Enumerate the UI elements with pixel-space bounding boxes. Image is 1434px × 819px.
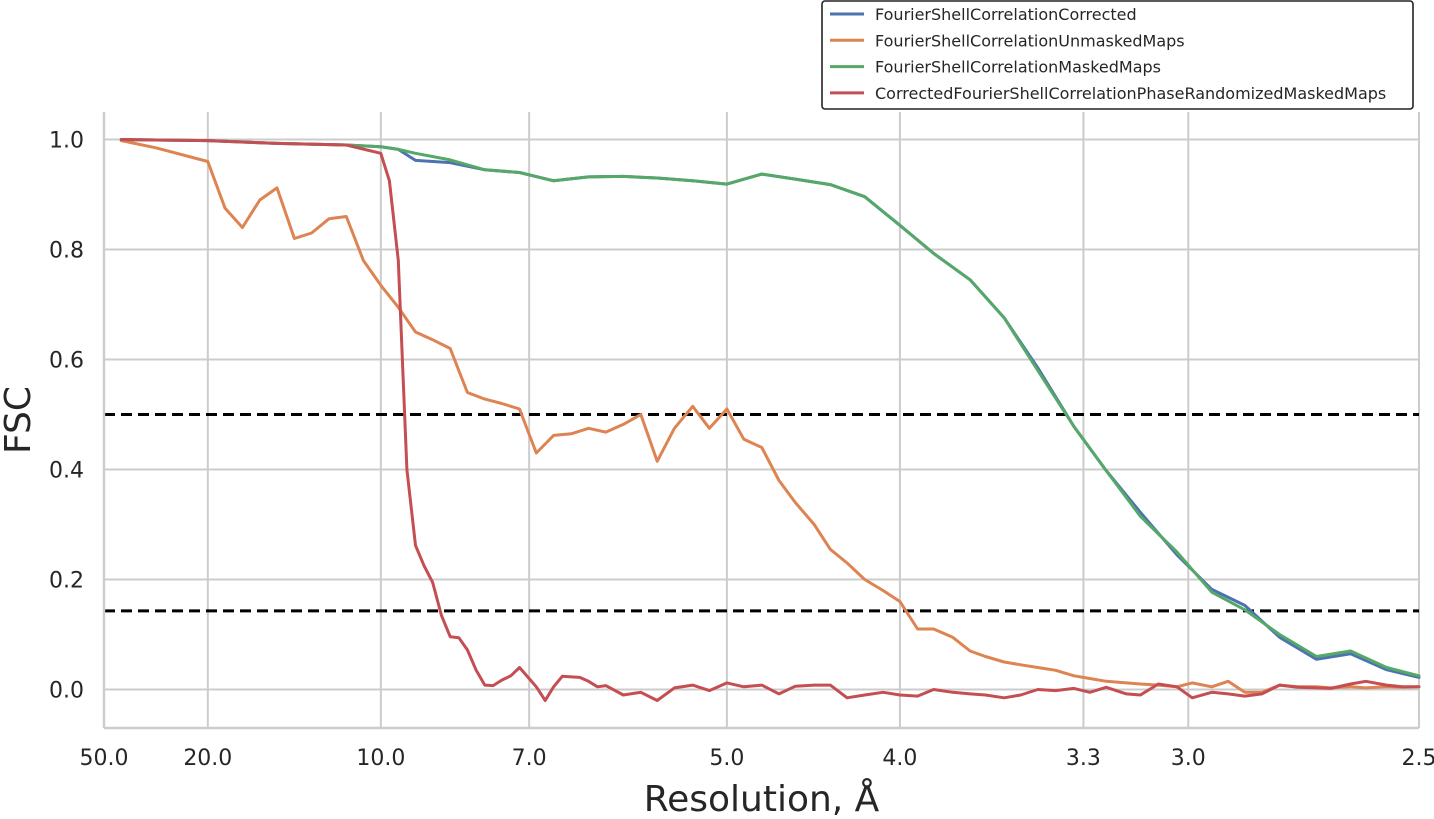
legend-label-2: FourierShellCorrelationMaskedMaps (875, 58, 1161, 77)
legend-label-0: FourierShellCorrelationCorrected (875, 5, 1137, 24)
x-tick-label-0: 50.0 (80, 746, 129, 771)
threshold-lines (104, 413, 1419, 613)
y-tick-label-4: 0.8 (49, 239, 84, 264)
series-line-2 (119, 138, 1421, 678)
legend-label-1: FourierShellCorrelationUnmaskedMaps (875, 31, 1185, 50)
y-tick-label-1: 0.2 (49, 569, 84, 594)
x-axis-title: Resolution, Å (644, 777, 880, 819)
series-line-0 (119, 138, 1421, 679)
grid (103, 112, 1420, 728)
y-tick-label-3: 0.6 (49, 349, 84, 374)
legend-box (821, 0, 1414, 110)
x-tick-label-3: 7.0 (512, 746, 547, 771)
y-tick-label-5: 1.0 (49, 129, 84, 154)
x-tick-label-1: 20.0 (183, 746, 232, 771)
y-axis-title: FSC (0, 386, 39, 454)
legend: FourierShellCorrelationCorrected FourierS… (821, 0, 1414, 110)
x-tick-label-4: 5.0 (709, 746, 744, 771)
y-tick-labels: 0.0 0.2 0.4 0.6 0.8 1.0 (49, 129, 84, 704)
series-line-1 (119, 139, 1421, 694)
axes-spines (102, 112, 1419, 730)
x-tick-label-5: 4.0 (882, 746, 917, 771)
y-tick-label-0: 0.0 (49, 679, 84, 704)
series-line-3 (119, 138, 1421, 702)
legend-label-3: CorrectedFourierShellCorrelationPhaseRan… (875, 84, 1386, 103)
x-tick-label-8: 2.5 (1402, 746, 1434, 771)
x-tick-label-2: 10.0 (356, 746, 405, 771)
series-lines (119, 138, 1421, 702)
x-tick-labels: 50.0 20.0 10.0 7.0 5.0 4.0 3.3 3.0 2.5 (80, 746, 1434, 771)
x-tick-label-6: 3.3 (1066, 746, 1101, 771)
x-tick-label-7: 3.0 (1171, 746, 1206, 771)
y-tick-label-2: 0.4 (49, 459, 84, 484)
